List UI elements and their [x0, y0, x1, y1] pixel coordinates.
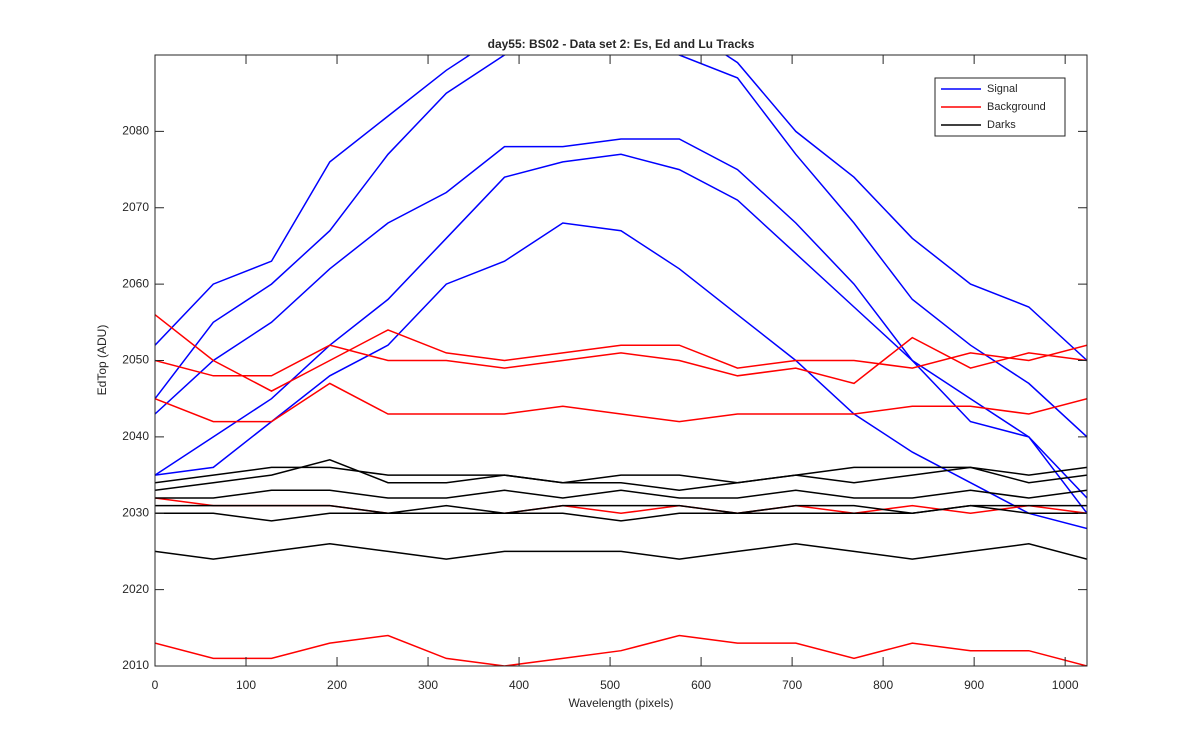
x-tick-label: 200: [327, 678, 347, 692]
legend-label: Background: [987, 101, 1046, 113]
x-tick-label: 100: [236, 678, 256, 692]
y-tick-label: 2050: [122, 353, 149, 367]
x-tick-label: 500: [600, 678, 620, 692]
track-line: [155, 153, 1087, 514]
track-line: [155, 504, 1087, 515]
x-tick-label: 300: [418, 678, 438, 692]
track-line: [155, 222, 1087, 530]
track-line: [155, 382, 1087, 423]
y-tick-label: 2070: [122, 200, 149, 214]
x-tick-label: 900: [964, 678, 984, 692]
y-tick-label: 2030: [122, 505, 149, 519]
track-line: [155, 55, 1087, 438]
y-tick-label: 2040: [122, 429, 149, 443]
track-line: [155, 634, 1087, 666]
track-line: [155, 138, 1087, 499]
x-tick-label: 0: [152, 678, 159, 692]
x-tick-label: 600: [691, 678, 711, 692]
legend-label: Darks: [987, 119, 1016, 131]
track-line: [155, 489, 1087, 499]
x-tick-label: 1000: [1052, 678, 1079, 692]
plot-lines: [155, 55, 1087, 666]
y-tick-label: 2020: [122, 582, 149, 596]
legend-label: Signal: [987, 83, 1018, 95]
x-tick-label: 700: [782, 678, 802, 692]
y-axis-label: EdTop (ADU): [95, 325, 109, 396]
x-tick-label: 400: [509, 678, 529, 692]
track-line: [155, 314, 1087, 392]
track-line: [155, 543, 1087, 560]
chart-title: day55: BS02 - Data set 2: Es, Ed and Lu …: [488, 37, 755, 51]
y-tick-label: 2080: [122, 124, 149, 138]
track-line: [155, 459, 1087, 492]
y-tick-label: 2010: [122, 658, 149, 672]
track-line: [155, 466, 1087, 484]
y-tick-label: 2060: [122, 276, 149, 290]
track-line: [155, 336, 1087, 385]
track-line: [155, 55, 1087, 362]
x-tick-label: 800: [873, 678, 893, 692]
x-axis-label: Wavelength (pixels): [569, 696, 674, 710]
